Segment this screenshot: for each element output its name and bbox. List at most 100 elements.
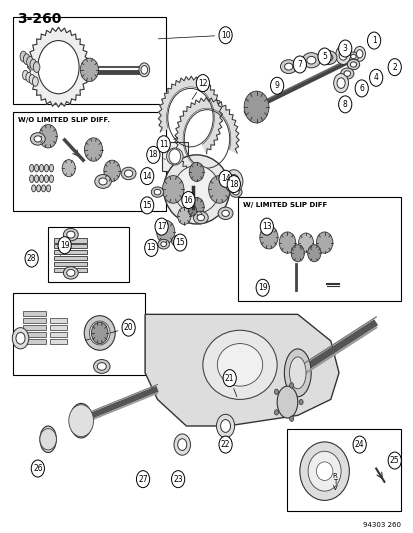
Ellipse shape — [89, 321, 110, 345]
Circle shape — [274, 410, 278, 415]
Ellipse shape — [284, 63, 292, 70]
Ellipse shape — [29, 165, 33, 172]
Ellipse shape — [66, 231, 75, 238]
Ellipse shape — [276, 386, 297, 418]
Circle shape — [367, 32, 380, 49]
Circle shape — [336, 78, 344, 88]
Ellipse shape — [197, 214, 204, 221]
Ellipse shape — [124, 170, 133, 177]
Circle shape — [387, 452, 400, 469]
Ellipse shape — [340, 68, 353, 79]
Circle shape — [171, 471, 184, 488]
Circle shape — [333, 74, 348, 93]
Bar — [13, 293, 145, 375]
Ellipse shape — [151, 187, 163, 197]
Text: 7: 7 — [297, 60, 301, 69]
Ellipse shape — [166, 148, 183, 165]
Circle shape — [31, 460, 44, 477]
Circle shape — [223, 369, 236, 386]
Text: 20: 20 — [123, 323, 133, 332]
Bar — [23, 325, 46, 330]
Circle shape — [58, 237, 71, 254]
Text: 9: 9 — [274, 81, 279, 90]
Circle shape — [169, 149, 180, 164]
Text: 2: 2 — [392, 63, 396, 71]
Ellipse shape — [316, 462, 332, 480]
Text: 19: 19 — [60, 241, 69, 250]
Bar — [161, 142, 188, 171]
Ellipse shape — [33, 62, 40, 72]
Circle shape — [25, 250, 38, 267]
Ellipse shape — [193, 212, 208, 224]
Ellipse shape — [289, 357, 305, 389]
Ellipse shape — [26, 72, 31, 82]
Text: 11: 11 — [159, 140, 168, 149]
Ellipse shape — [36, 185, 40, 192]
Circle shape — [140, 167, 153, 184]
Polygon shape — [158, 76, 222, 154]
Text: 24: 24 — [354, 440, 363, 449]
Circle shape — [298, 399, 302, 405]
Ellipse shape — [66, 269, 75, 276]
Circle shape — [181, 191, 195, 208]
Bar — [54, 238, 87, 243]
Ellipse shape — [174, 238, 181, 244]
Circle shape — [62, 160, 75, 176]
Ellipse shape — [44, 165, 48, 172]
Bar — [13, 17, 165, 104]
Text: 13: 13 — [261, 222, 271, 231]
Circle shape — [298, 233, 313, 252]
Circle shape — [369, 69, 382, 86]
Text: 21: 21 — [224, 374, 234, 383]
Circle shape — [38, 41, 79, 94]
Ellipse shape — [46, 185, 50, 192]
Text: 26: 26 — [33, 464, 43, 473]
Bar — [13, 112, 165, 211]
Text: 1: 1 — [371, 36, 375, 45]
Circle shape — [156, 220, 174, 244]
Bar — [23, 339, 46, 344]
Circle shape — [227, 175, 240, 192]
Circle shape — [196, 75, 209, 92]
Circle shape — [216, 414, 234, 438]
Ellipse shape — [30, 133, 45, 145]
Circle shape — [218, 170, 232, 187]
Ellipse shape — [34, 136, 41, 142]
Circle shape — [244, 91, 268, 123]
Circle shape — [16, 333, 25, 344]
Circle shape — [352, 436, 366, 453]
Ellipse shape — [121, 167, 136, 180]
Bar — [23, 311, 46, 316]
Bar — [54, 250, 87, 254]
Circle shape — [136, 471, 149, 488]
Bar — [23, 332, 46, 337]
Polygon shape — [27, 27, 89, 107]
Circle shape — [256, 279, 268, 296]
Ellipse shape — [49, 165, 53, 172]
Ellipse shape — [284, 349, 311, 397]
Ellipse shape — [306, 56, 315, 64]
Ellipse shape — [349, 62, 356, 67]
Bar — [237, 197, 400, 301]
Circle shape — [12, 328, 28, 349]
Ellipse shape — [343, 71, 350, 76]
Circle shape — [316, 232, 332, 253]
Circle shape — [104, 160, 120, 181]
Ellipse shape — [350, 54, 355, 59]
Circle shape — [289, 383, 293, 388]
Ellipse shape — [22, 70, 28, 80]
Circle shape — [387, 59, 400, 76]
Ellipse shape — [95, 174, 111, 188]
Text: W/ LIMITED SLIP DIFF: W/ LIMITED SLIP DIFF — [242, 201, 326, 208]
Ellipse shape — [49, 175, 53, 182]
Ellipse shape — [160, 242, 166, 247]
Circle shape — [270, 77, 283, 94]
Circle shape — [259, 225, 277, 249]
Ellipse shape — [34, 165, 38, 172]
Ellipse shape — [63, 266, 78, 279]
Circle shape — [188, 205, 196, 216]
Bar — [54, 256, 87, 260]
Ellipse shape — [32, 77, 38, 86]
Text: 18: 18 — [228, 180, 238, 189]
Circle shape — [162, 175, 183, 203]
